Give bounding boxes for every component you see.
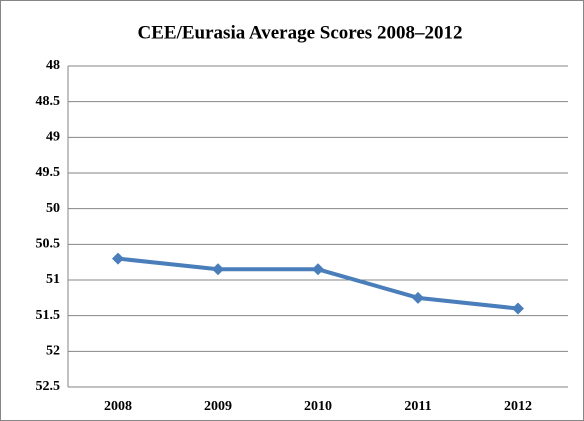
x-tick-label: 2010 bbox=[304, 399, 332, 414]
y-tick-label: 52.5 bbox=[36, 379, 61, 394]
y-tick-label: 51 bbox=[46, 272, 60, 287]
y-tick-label: 48 bbox=[46, 58, 60, 73]
y-tick-label: 48.5 bbox=[36, 94, 61, 109]
data-point bbox=[512, 302, 524, 315]
data-point bbox=[312, 263, 324, 276]
x-tick-label: 2011 bbox=[404, 399, 431, 414]
y-tick-label: 50 bbox=[46, 201, 60, 216]
data-point bbox=[412, 291, 424, 304]
x-tick-label: 2012 bbox=[504, 399, 532, 414]
y-tick-label: 50.5 bbox=[36, 237, 61, 252]
y-tick-label: 49 bbox=[46, 130, 60, 145]
x-tick-label: 2009 bbox=[204, 399, 232, 414]
y-tick-label: 49.5 bbox=[36, 165, 61, 180]
data-point bbox=[212, 263, 224, 276]
chart-title: CEE/Eurasia Average Scores 2008–2012 bbox=[138, 22, 463, 43]
y-tick-label: 51.5 bbox=[36, 308, 61, 323]
y-tick-label: 52 bbox=[46, 344, 60, 359]
x-tick-label: 2008 bbox=[104, 399, 132, 414]
data-point bbox=[112, 252, 124, 265]
